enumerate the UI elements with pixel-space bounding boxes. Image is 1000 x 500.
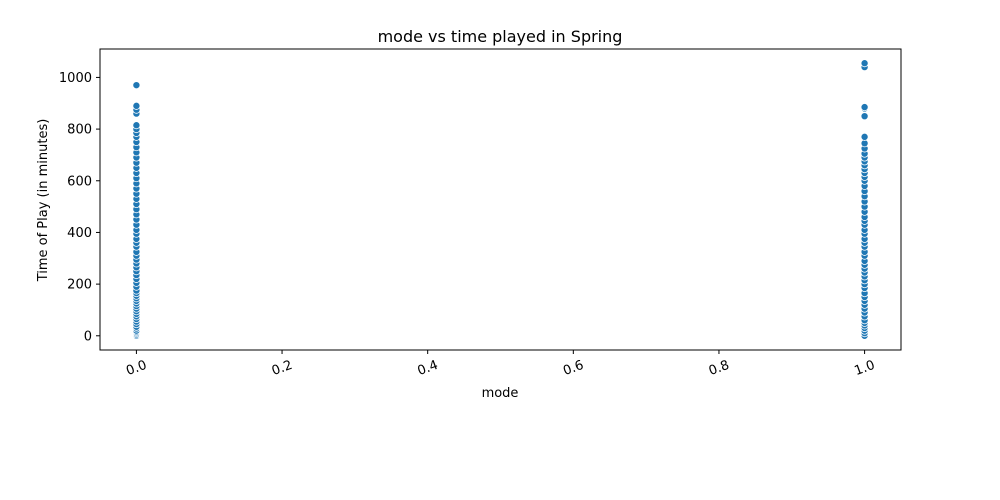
x-axis: 0.0 0.2 0.4 0.6 0.8 1.0 [124, 350, 877, 379]
x-axis-label: mode [482, 386, 519, 401]
y-tick-label: 600 [67, 174, 92, 189]
scatter-point [132, 81, 141, 90]
x-tick-label: 0.2 [270, 358, 295, 379]
y-axis: 0 200 400 600 800 1000 [59, 71, 100, 344]
x-tick-label: 0.0 [124, 358, 149, 379]
scatter-point [860, 132, 869, 141]
chart-title: mode vs time played in Spring [378, 27, 623, 46]
y-tick-label: 200 [67, 278, 92, 293]
scatter-point [860, 112, 869, 121]
plot-frame [99, 48, 902, 351]
y-tick-label: 0 [84, 329, 92, 344]
x-tick-label: 0.4 [416, 358, 441, 379]
x-tick-label: 0.6 [561, 358, 586, 379]
scatter-point [132, 101, 141, 110]
y-axis-label: Time of Play (in minutes) [36, 119, 51, 283]
scatter-point [860, 59, 869, 68]
x-tick-label: 1.0 [852, 358, 877, 379]
y-tick-label: 1000 [59, 71, 92, 86]
points-layer [132, 59, 869, 340]
scatter-point [860, 103, 869, 112]
y-tick-label: 400 [67, 226, 92, 241]
x-tick-label: 0.8 [707, 358, 732, 379]
scatter-point [132, 121, 141, 130]
y-tick-label: 800 [67, 123, 92, 138]
